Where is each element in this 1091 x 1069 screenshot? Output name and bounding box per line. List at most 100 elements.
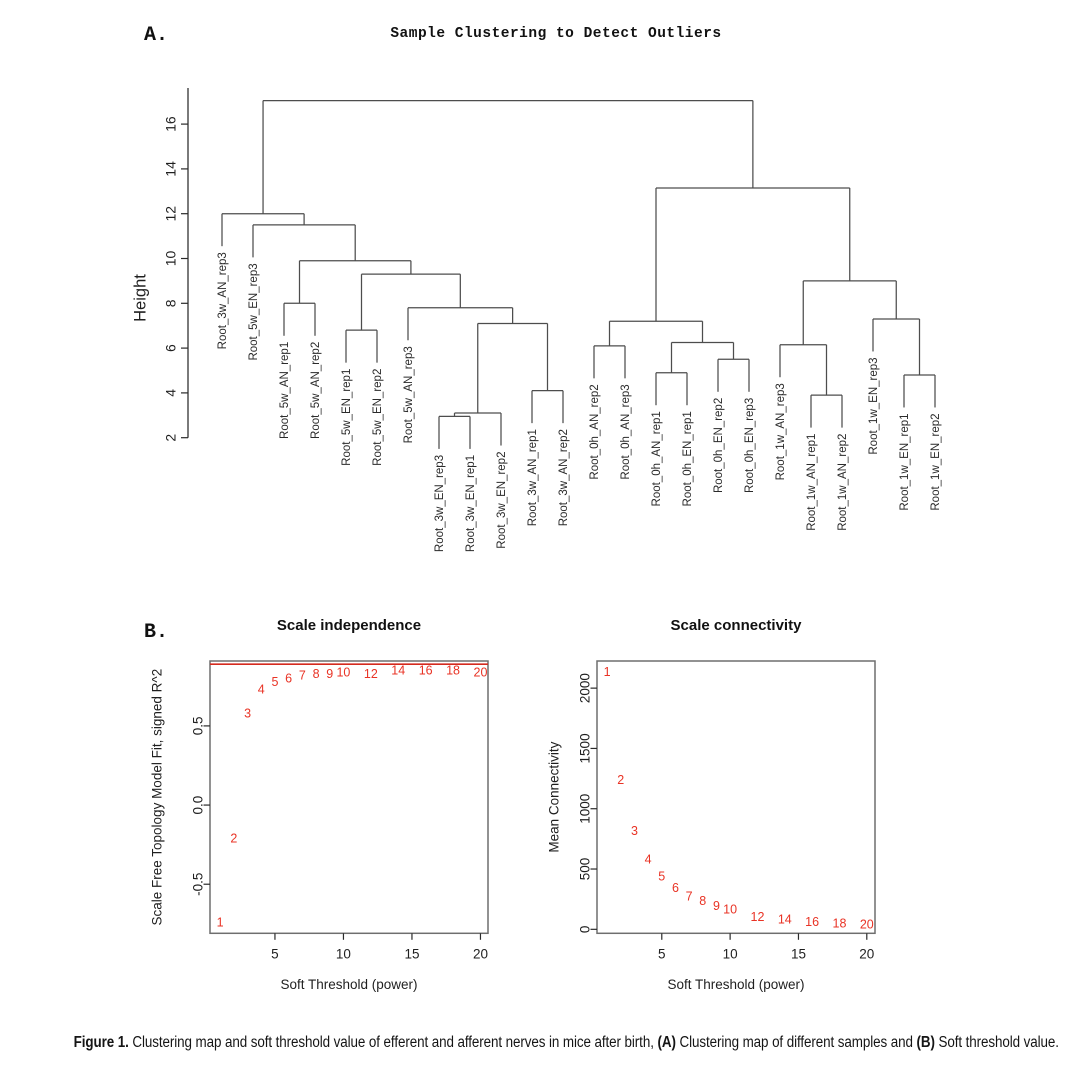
dendrogram-leaf-label: Root_0h_EN_rep2	[713, 398, 725, 493]
dendrogram-leaf-label: Root_5w_AN_rep1	[279, 342, 291, 439]
x-axis-tick-label: 5	[658, 946, 666, 961]
x-axis-tick-label: 10	[723, 946, 738, 961]
y-axis-tick-label: 4	[163, 389, 179, 397]
y-axis-title: Scale Free Topology Model Fit, signed R^…	[149, 669, 164, 926]
y-axis-tick-label: -0.5	[190, 873, 205, 896]
scatter-point-label: 1	[217, 915, 224, 929]
y-axis-tick-label: 2	[163, 434, 179, 442]
y-axis-tick-label: 0	[577, 926, 592, 934]
x-axis-tick-label: 5	[271, 946, 279, 961]
x-axis-title: Soft Threshold (power)	[280, 977, 417, 992]
dendrogram-leaf-label: Root_1w_AN_rep2	[837, 434, 849, 531]
x-axis-title: Soft Threshold (power)	[667, 977, 804, 992]
x-axis-tick-label: 20	[859, 946, 874, 961]
scatter-point-label: 12	[364, 667, 378, 681]
scatter-point-label: 20	[474, 665, 488, 679]
dendrogram-leaf-label: Root_3w_EN_rep2	[496, 452, 508, 549]
scatter-point-label: 14	[778, 913, 792, 927]
dendrogram-leaf-label: Root_5w_EN_rep1	[341, 369, 353, 466]
x-axis-tick-label: 15	[791, 946, 806, 961]
scatter-point-label: 18	[833, 916, 847, 930]
figure-caption: Figure 1. Clustering map and soft thresh…	[73, 1034, 1059, 1052]
scatter-point-label: 3	[244, 706, 251, 720]
dendrogram-leaf-label: Root_5w_EN_rep2	[372, 369, 384, 466]
dendrogram-leaf-label: Root_0h_AN_rep3	[620, 384, 632, 479]
caption-figure-number: Figure 1.	[73, 1034, 129, 1051]
y-axis-tick-label: 1000	[577, 794, 592, 824]
scatter-point-label: 8	[699, 894, 706, 908]
scatter-point-label: 3	[631, 824, 638, 838]
panel-b-scale-independence-title: Scale independence	[277, 617, 421, 634]
dendrogram-leaf-label: Root_5w_AN_rep3	[403, 346, 415, 443]
panel-b-label: B.	[144, 621, 168, 644]
y-axis-tick-label: 14	[163, 161, 179, 177]
scatter-point-label: 5	[271, 675, 278, 689]
panel-a-title: Sample Clustering to Detect Outliers	[390, 26, 721, 42]
panel-b-scale-connectivity-title: Scale connectivity	[671, 617, 803, 634]
dendrogram-leaf-label: Root_0h_EN_rep3	[744, 398, 756, 493]
dendrogram-leaf-label: Root_0h_AN_rep1	[651, 411, 663, 506]
caption-text-2: Clustering map of different samples and	[675, 1034, 917, 1051]
y-axis-title: Height	[131, 274, 149, 322]
scatter-point-label: 7	[686, 889, 693, 903]
dendrogram-leaf-label: Root_3w_EN_rep1	[465, 455, 477, 552]
scatter-point-label: 5	[658, 869, 665, 883]
x-axis-tick-label: 20	[473, 946, 488, 961]
scatter-point-label: 20	[860, 918, 874, 932]
y-axis-tick-label: 16	[163, 116, 179, 132]
y-axis-tick-label: 0.0	[190, 796, 205, 815]
panel-b-scale-connectivity-plot-box	[596, 660, 876, 935]
dendrogram-leaf-label: Root_0h_AN_rep2	[589, 384, 601, 479]
dendrogram-leaf-label: Root_0h_EN_rep1	[682, 411, 694, 506]
dendrogram-leaf-label: Root_1w_EN_rep2	[930, 413, 942, 510]
scatter-point-label: 9	[713, 899, 720, 913]
y-axis-tick-label: 2000	[577, 673, 592, 703]
y-axis-tick-label: 10	[163, 251, 179, 267]
scatter-point-label: 7	[299, 668, 306, 682]
scatter-point-label: 10	[723, 903, 737, 917]
dendrogram-leaf-label: Root_3w_AN_rep3	[217, 252, 229, 349]
caption-text-1: Clustering map and soft threshold value …	[128, 1034, 658, 1051]
scatter-point-label: 16	[419, 664, 433, 678]
scatter-point-label: 4	[258, 683, 265, 697]
y-axis-tick-label: 1500	[577, 733, 592, 763]
scatter-point-label: 6	[285, 672, 292, 686]
scatter-point-label: 2	[617, 773, 624, 787]
dendrogram-leaf-label: Root_5w_AN_rep2	[310, 342, 322, 439]
y-axis-tick-label: 500	[577, 858, 592, 881]
dendrogram-leaf-label: Root_3w_AN_rep1	[527, 429, 539, 526]
dendrogram-leaf-label: Root_1w_EN_rep1	[899, 413, 911, 510]
x-axis-tick-label: 10	[336, 946, 351, 961]
scatter-point-label: 16	[805, 915, 819, 929]
dendrogram-leaf-label: Root_1w_AN_rep3	[775, 383, 787, 480]
dendrogram-leaf-label: Root_1w_EN_rep3	[868, 357, 880, 454]
y-axis-title: Mean Connectivity	[546, 741, 561, 852]
x-axis-tick-label: 15	[404, 946, 419, 961]
scatter-point-label: 6	[672, 881, 679, 895]
caption-panel-a-ref: (A)	[657, 1034, 676, 1051]
scatter-point-label: 8	[313, 667, 320, 681]
y-axis-tick-label: 12	[163, 206, 179, 222]
scatter-point-label: 2	[230, 832, 237, 846]
caption-panel-b-ref: (B)	[916, 1034, 935, 1051]
y-axis-tick-label: 0.5	[190, 717, 205, 736]
y-axis-tick-label: 6	[163, 344, 179, 352]
scatter-point-label: 14	[391, 664, 405, 678]
scatter-point-label: 4	[645, 853, 652, 867]
dendrogram-leaf-label: Root_1w_AN_rep1	[806, 434, 818, 531]
panel-a: A. Sample Clustering to Detect Outliers 2 4…	[131, 24, 941, 552]
caption-text-3: Soft threshold value.	[934, 1034, 1059, 1051]
panel-b-scale-independence-plot-box	[209, 660, 489, 935]
scatter-point-label: 12	[751, 910, 765, 924]
dendrogram-leaf-label: Root_5w_EN_rep3	[248, 263, 260, 360]
y-axis-tick-label: 8	[163, 299, 179, 307]
figure-plots: A. Sample Clustering to Detect Outliers 2 4…	[131, 24, 941, 992]
scatter-point-label: 18	[446, 664, 460, 678]
panel-a-label: A.	[144, 24, 168, 47]
scatter-point-label: 9	[326, 667, 333, 681]
dendrogram-leaf-label: Root_3w_AN_rep2	[558, 429, 570, 526]
scatter-point-label: 1	[604, 665, 611, 679]
scatter-point-label: 10	[336, 665, 350, 679]
